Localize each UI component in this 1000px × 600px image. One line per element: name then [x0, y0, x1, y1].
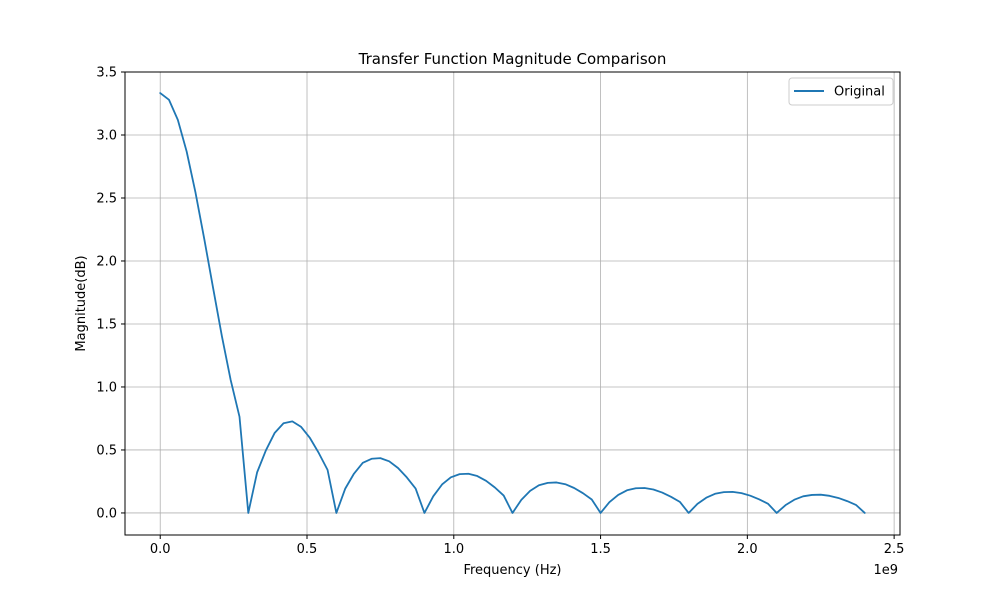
y-axis-label: Magnitude(dB)	[74, 255, 89, 351]
x-tick-label: 0.5	[297, 542, 318, 557]
y-tick-label: 3.0	[96, 128, 117, 143]
legend: Original	[788, 77, 894, 106]
legend-frame	[788, 77, 894, 106]
x-tick-label: 1.0	[443, 542, 464, 557]
series-layer	[159, 92, 866, 514]
chart-title: Transfer Function Magnitude Comparison	[358, 50, 667, 68]
y-tick-label: 0.0	[96, 506, 117, 521]
y-tick-label: 1.0	[96, 380, 117, 395]
axis-ticks: 0.0 0.5 1.0 1.5 2.0 2.5 0.0 0.5 1.0 1.5 2.0 2.5 3.0 3…	[96, 66, 904, 558]
x-axis-label: Frequency (Hz)	[463, 563, 561, 578]
legend-label-original: Original	[834, 85, 885, 100]
plot-frame	[124, 71, 901, 536]
y-tick-label: 0.5	[96, 443, 117, 458]
x-offset-label: 1e9	[873, 563, 898, 578]
y-tick-label: 2.0	[96, 254, 117, 269]
series-line-original	[159, 92, 866, 514]
y-tick-label: 1.5	[96, 317, 117, 332]
x-tick-label: 0.0	[150, 542, 171, 557]
x-tick-label: 1.5	[590, 542, 611, 557]
y-tick-label: 2.5	[96, 191, 117, 206]
x-tick-label: 2.5	[884, 542, 905, 557]
x-tick-label: 2.0	[737, 542, 758, 557]
y-tick-label: 3.5	[96, 66, 117, 81]
